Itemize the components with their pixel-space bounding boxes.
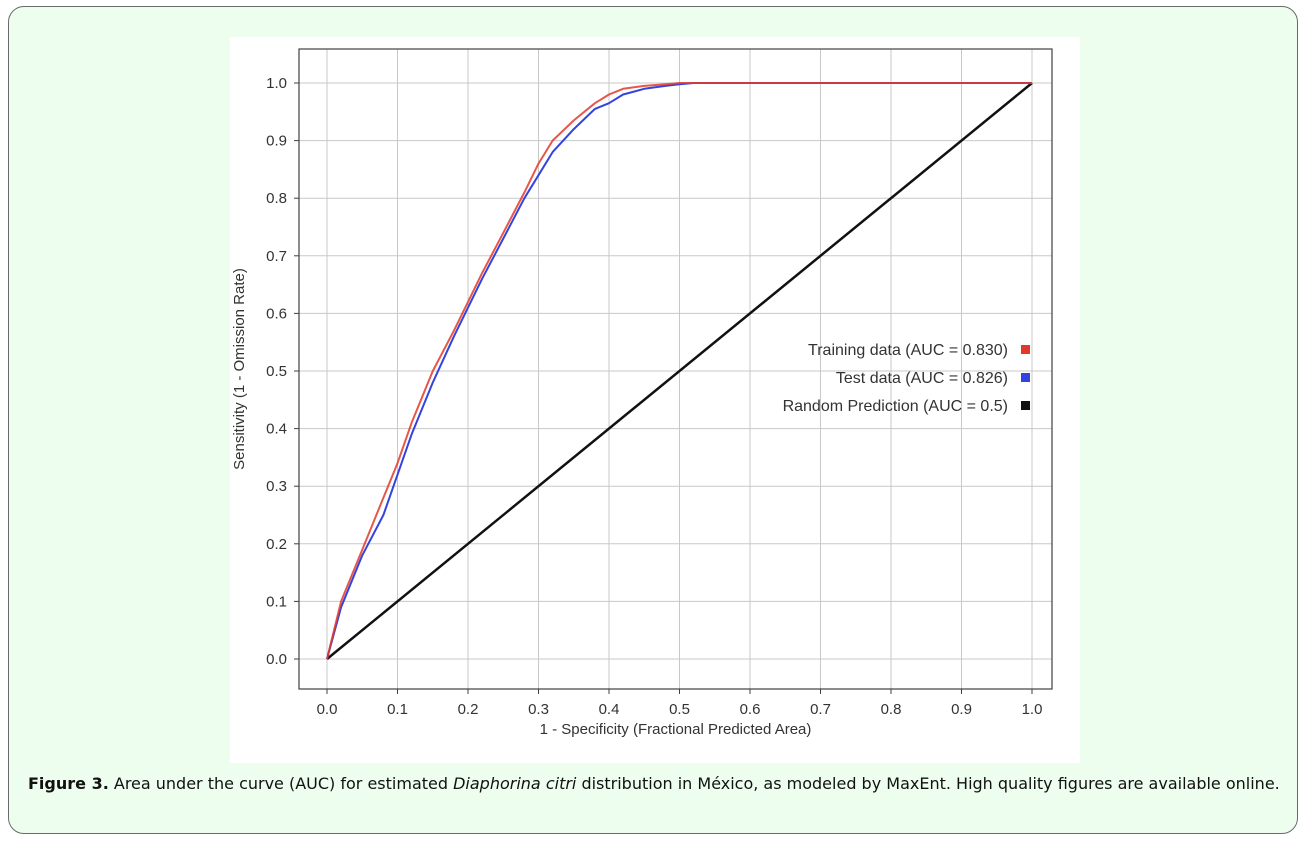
plot-panel: 0.0 0.1 0.2 0.3 0.4 0.5 0.6 0.7 0.8 0.9 1.0 0.0 0.1 0… <box>230 37 1080 763</box>
y-tick-label: 1.0 <box>266 75 287 92</box>
x-tick-label: 0.9 <box>951 701 972 718</box>
x-tick-label: 0.1 <box>387 701 408 718</box>
test-data-line <box>326 82 1032 660</box>
training-data-line <box>326 82 1032 660</box>
y-tick-label: 0.8 <box>266 190 287 207</box>
legend-label: Test data (AUC = 0.826) <box>836 370 1008 387</box>
x-tick-label: 0.4 <box>599 701 620 718</box>
y-tick-label: 0.1 <box>266 593 287 610</box>
x-tick-label: 0.5 <box>669 701 690 718</box>
plot-frame <box>298 48 1053 690</box>
legend-swatch <box>1021 373 1030 382</box>
caption-label: Figure 3. <box>28 774 109 793</box>
y-tick-label: 0.7 <box>266 248 287 265</box>
y-tick-label: 0.3 <box>266 478 287 495</box>
x-tick-label: 0.6 <box>740 701 761 718</box>
y-tick-label: 0.4 <box>266 421 287 438</box>
roc-chart: 0.0 0.1 0.2 0.3 0.4 0.5 0.6 0.7 0.8 0.9 1.0 0.0 0.1 0… <box>231 48 1053 738</box>
y-tick-label: 0.2 <box>266 536 287 553</box>
legend-label: Training data (AUC = 0.830) <box>808 342 1008 359</box>
y-tick-label: 0.9 <box>266 133 287 150</box>
x-tick-label: 0.3 <box>528 701 549 718</box>
figure-caption: Figure 3. Area under the curve (AUC) for… <box>28 772 1290 795</box>
y-tick-label: 0.5 <box>266 363 287 380</box>
x-axis-label: 1 - Specificity (Fractional Predicted Ar… <box>540 721 812 738</box>
x-tick-label: 0.0 <box>317 701 338 718</box>
legend-swatch <box>1021 345 1030 354</box>
x-tick-label: 1.0 <box>1022 701 1043 718</box>
legend-swatch <box>1021 401 1030 410</box>
x-tick-label: 0.2 <box>458 701 479 718</box>
y-axis-label: Sensitivity (1 - Omission Rate) <box>231 268 248 470</box>
y-tick-label: 0.6 <box>266 305 287 322</box>
caption-text-1: Area under the curve (AUC) for estimated <box>108 774 454 793</box>
legend-label: Random Prediction (AUC = 0.5) <box>783 398 1008 415</box>
y-tick-label: 0.0 <box>266 651 287 668</box>
caption-species: Diaphorina citri <box>453 774 577 793</box>
x-tick-label: 0.7 <box>810 701 831 718</box>
random-prediction-line <box>326 82 1033 660</box>
x-tick-label: 0.8 <box>881 701 902 718</box>
figure-box: 0.0 0.1 0.2 0.3 0.4 0.5 0.6 0.7 0.8 0.9 1.0 0.0 0.1 0… <box>8 6 1298 834</box>
caption-text-2: distribution in México, as modeled by Ma… <box>576 774 1280 793</box>
